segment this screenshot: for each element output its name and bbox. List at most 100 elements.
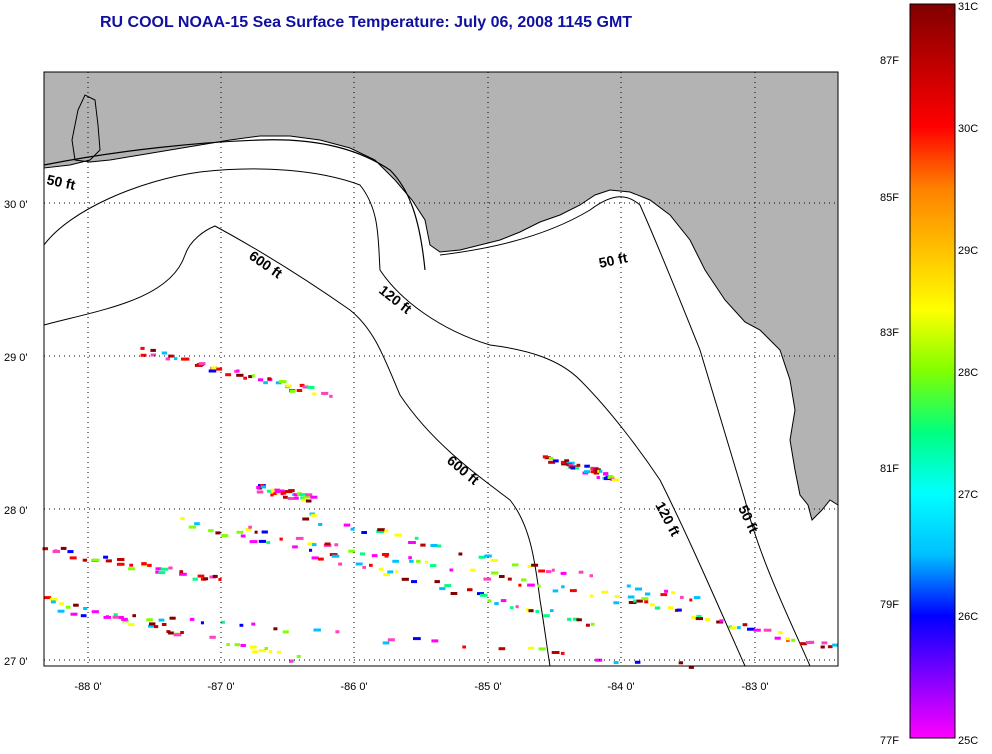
sst-pixel [165,357,170,361]
sst-pixel [188,525,197,529]
sst-pixel [299,493,307,497]
sst-pixel [387,570,394,574]
sst-pixel [103,615,112,619]
sst-pixel [515,605,519,609]
sst-pixel [335,630,340,634]
sst-pixel [424,560,429,564]
lon-label: -85 0' [474,681,501,693]
sst-pixel [258,649,267,653]
sst-pixel [148,624,155,628]
sst-pixel [382,641,390,645]
sst-pixel [528,646,535,650]
sst-pixel [785,637,790,641]
sst-pixel [484,554,492,558]
contour-50ft-east [439,196,811,667]
sst-pixel [392,559,399,563]
sst-pixel [239,623,244,627]
sst-pixel [80,614,87,618]
colorbar-label: 30C [958,123,978,135]
sst-pixel [161,623,167,626]
sst-pixel [494,602,499,606]
sst-pixel [654,606,661,610]
sst-pixel [155,570,160,574]
sst-pixel [450,592,458,595]
sst-pixel [155,567,162,571]
contour-120ft-north [43,168,746,667]
sst-pixel [266,489,273,493]
sst-pixel [603,472,609,476]
sst-pixel [601,590,609,594]
sst-pixel [285,384,292,388]
sst-pixel [689,598,693,602]
sst-pixel [112,615,120,619]
sst-pixel [334,543,339,547]
colorbar-label: 28C [958,367,978,379]
sst-pixel [256,486,260,489]
sst-pixel [296,492,302,496]
sst-pixel [218,578,222,581]
sst-pixel [634,587,642,591]
sst-pixel [220,620,225,624]
sst-pixel [607,476,615,479]
sst-pixel [180,517,185,521]
sst-pixel [289,659,293,663]
sst-pixel [132,614,136,618]
sst-pixel [477,592,484,596]
sst-pixel [730,626,737,630]
colorbar-label: 87F [880,55,899,67]
sst-pixel [140,346,145,350]
sst-pixel [194,522,200,526]
sst-pixel [283,495,288,499]
sst-pixel [305,499,312,503]
sst-pixel [376,530,385,533]
sst-pixel [763,628,772,632]
sst-pixel [499,575,505,578]
sst-pixel [362,565,366,569]
sst-pixel [382,553,390,556]
sst-pixel [150,353,156,357]
sst-pixel [590,622,595,626]
colorbar-label: 85F [880,192,899,204]
sst-pixel [343,523,351,527]
sst-pixel [140,353,147,357]
sst-pixel [360,552,366,556]
sst-pixel [118,616,124,619]
sst-pixel [50,600,56,604]
sst-pixel [91,610,99,614]
sst-pixel [434,580,440,584]
sst-pixel [431,639,439,643]
sst-pixel [509,606,514,610]
sst-pixel [576,463,581,467]
sst-pixel [737,626,741,630]
sst-pixel [168,631,174,635]
sst-pixel [525,608,530,612]
sst-pixel [528,609,534,613]
sst-pixel [245,527,251,531]
sst-pixel [287,497,295,500]
sst-pixel [292,545,298,549]
sst-pixel [168,566,173,570]
lon-label: -88 0' [74,681,101,693]
sst-pixel [273,492,277,496]
sst-pixel [192,577,198,581]
sst-pixel [409,559,414,563]
sst-pixel [650,603,655,607]
sst-pixel [216,367,223,371]
sst-pixel [498,647,506,651]
sst-pixel [414,536,419,540]
sst-pixel [70,612,78,616]
sst-pixel [251,374,255,378]
sst-pixel [429,564,437,568]
sst-pixel [280,491,287,495]
sst-pixel [113,613,118,617]
sst-pixel [597,469,601,473]
depth-label: 50 ft [45,171,77,193]
sst-pixel [595,658,603,662]
sst-pixel [200,621,204,625]
sst-pixel [691,615,696,619]
sst-pixel [154,625,159,629]
sst-pixel [161,351,167,355]
sst-pixel [576,618,582,622]
sst-pixel [248,375,253,379]
sst-pixel [279,537,283,541]
